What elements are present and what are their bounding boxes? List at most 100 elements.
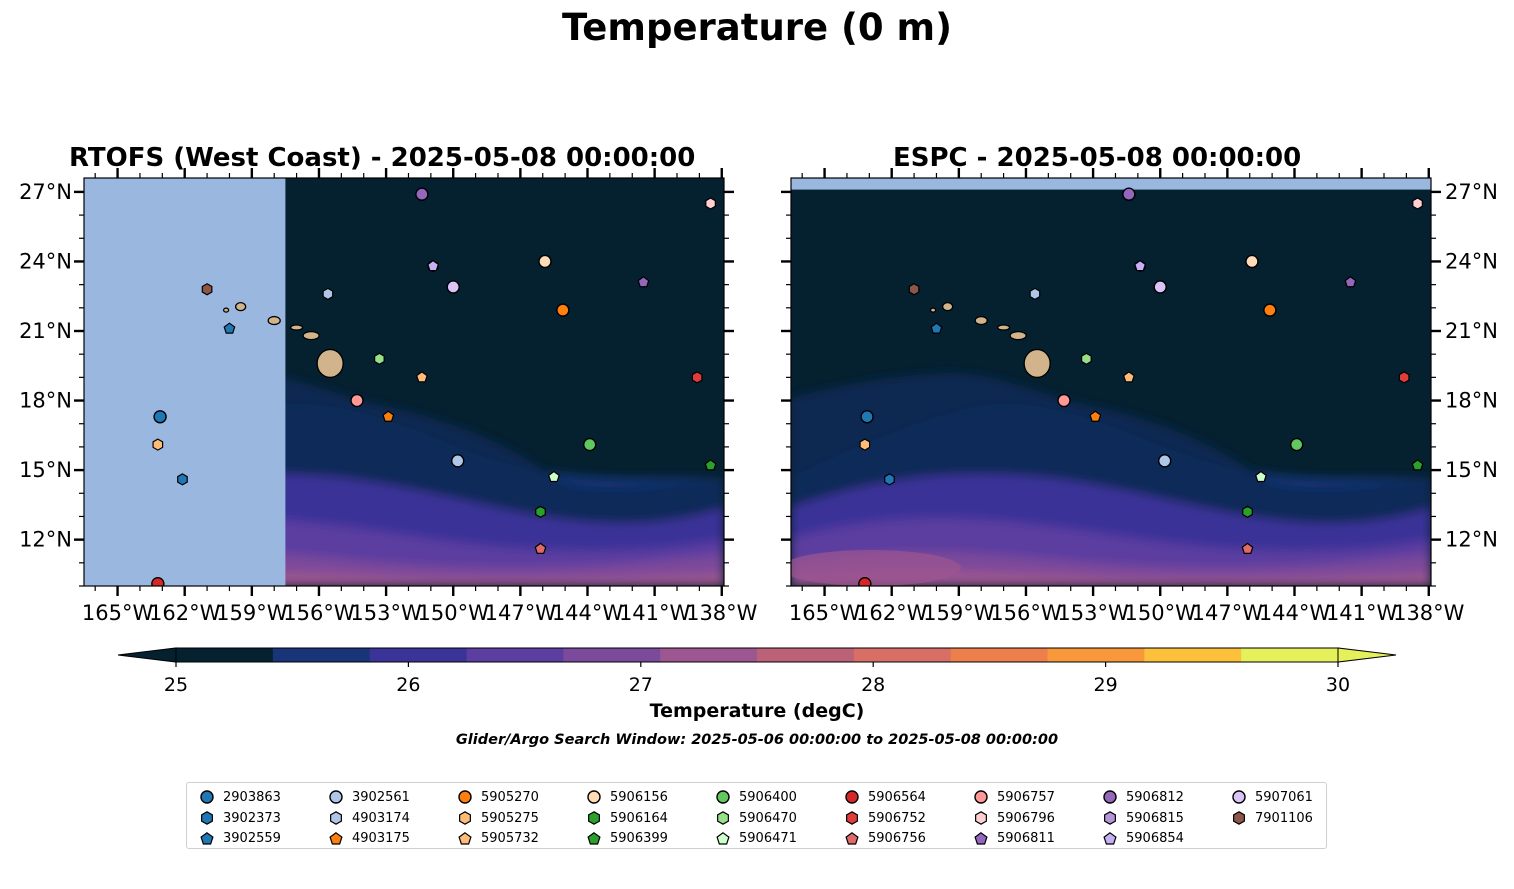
- legend-label: 5907061: [1255, 789, 1313, 805]
- legend-label: 5906815: [1126, 810, 1184, 826]
- float-marker-5906752: [691, 371, 703, 384]
- float-marker-5905275: [152, 438, 164, 451]
- float-marker-5906752: [1398, 371, 1410, 384]
- legend-entry: 5906156: [586, 787, 668, 808]
- y-tick-label: 24°N: [19, 249, 72, 273]
- figure-title: Temperature (0 m): [561, 6, 953, 49]
- colorbar-segment: [757, 648, 855, 662]
- float-marker-5906757: [1057, 393, 1071, 408]
- float-marker-5906796: [705, 197, 716, 210]
- float-marker-5906156: [538, 254, 552, 269]
- legend-label: 5905732: [481, 831, 539, 847]
- float-marker-3902559: [223, 322, 236, 334]
- hawaii-island: [1023, 348, 1051, 379]
- legend-column: 5906400 5906470 5906471: [715, 787, 797, 849]
- legend-label: 4903175: [352, 831, 410, 847]
- legend-marker-hexagon-icon: [975, 811, 987, 825]
- x-tick-label: 144°W: [1259, 601, 1331, 625]
- x-tick-label: 147°W: [1192, 601, 1264, 625]
- legend-marker-hexagon-icon: [459, 811, 471, 825]
- legend-marker-hexagon-icon: [1104, 811, 1116, 825]
- colorbar-segment: [466, 648, 564, 662]
- legend-label: 5906811: [997, 831, 1055, 847]
- float-marker-5905270: [1263, 303, 1277, 317]
- rtofs-map-panel: 165°W162°W159°W156°W153°W150°W147°W144°W…: [19, 168, 758, 625]
- float-marker-5906164: [1242, 505, 1253, 519]
- maui-island: [302, 330, 320, 341]
- kauai-island: [234, 302, 247, 312]
- legend-marker-circle-icon: [587, 790, 601, 805]
- oahu-island: [974, 315, 988, 326]
- y-tick-label: 27°N: [1445, 180, 1498, 204]
- legend-marker-circle-icon: [716, 790, 730, 805]
- x-tick-label: 153°W: [350, 601, 422, 625]
- legend-column: 3902561 4903174 4903175: [328, 787, 410, 849]
- legend-label: 5906854: [1126, 831, 1184, 847]
- legend-entry: 5906756: [844, 828, 926, 849]
- legend-entry: 7901106: [1231, 808, 1313, 829]
- legend-label: 5906756: [868, 831, 926, 847]
- legend-entry: 3902373: [199, 808, 281, 829]
- float-marker-3902559: [930, 322, 943, 334]
- legend-column: 5906757 5906796 5906811: [973, 787, 1055, 849]
- float-legend: 2903863 3902373 3902559 3902561 4903174 49031…: [186, 782, 1327, 849]
- legend-entry: 5906471: [715, 828, 797, 849]
- colorbar-tick-label: 26: [396, 674, 420, 696]
- molokai-island: [289, 324, 304, 331]
- float-marker-5906854: [427, 259, 440, 272]
- x-tick-label: 138°W: [686, 601, 758, 625]
- legend-marker-hexagon-icon: [846, 811, 858, 825]
- float-marker-5906471: [1254, 470, 1267, 483]
- legend-label: 5906399: [610, 831, 668, 847]
- legend-marker-hexagon-icon: [1233, 811, 1245, 825]
- y-tick-label: 15°N: [1445, 458, 1498, 482]
- float-marker-3902561: [451, 454, 465, 468]
- legend-column: 2903863 3902373 3902559: [199, 787, 281, 849]
- colorbar-segment: [1047, 648, 1145, 662]
- y-tick-label: 21°N: [19, 319, 72, 343]
- x-tick-label: 141°W: [1326, 601, 1398, 625]
- legend-label: 5906752: [868, 810, 926, 826]
- legend-marker-hexagon-icon: [330, 811, 342, 825]
- y-tick-label: 15°N: [19, 458, 72, 482]
- x-tick-label: 144°W: [552, 601, 624, 625]
- legend-entry: 4903175: [328, 828, 410, 849]
- legend-marker-pentagon-icon: [458, 831, 472, 845]
- legend-entry: 5906399: [586, 828, 668, 849]
- legend-label: 7901106: [1255, 810, 1313, 826]
- legend-entry: 5906164: [586, 808, 668, 829]
- colorbar-segment: [853, 648, 952, 662]
- x-tick-label: 150°W: [418, 601, 490, 625]
- y-tick-label: 21°N: [1445, 319, 1498, 343]
- legend-entry: 5906854: [1102, 828, 1184, 849]
- x-tick-label: 156°W: [283, 601, 355, 625]
- panel-title-espc: ESPC - 2025-05-08 00:00:00: [893, 143, 1302, 173]
- float-marker-5906812: [1122, 187, 1136, 201]
- float-marker-5906400: [583, 437, 597, 452]
- legend-entry: 2903863: [199, 787, 281, 808]
- legend-entry: 5905270: [457, 787, 539, 808]
- legend-marker-hexagon-icon: [717, 811, 729, 825]
- x-tick-label: 159°W: [923, 601, 995, 625]
- colorbar-segment: [950, 648, 1048, 662]
- x-tick-label: 162°W: [856, 601, 928, 625]
- float-marker-2903863: [860, 410, 874, 424]
- y-tick-label: 27°N: [19, 180, 72, 204]
- float-marker-5906756: [1241, 542, 1254, 554]
- float-marker-5905732: [1122, 371, 1135, 383]
- legend-entry: 5906815: [1102, 808, 1184, 829]
- legend-entry: 5906811: [973, 828, 1055, 849]
- float-marker-2903863: [153, 410, 167, 424]
- x-tick-label: 156°W: [990, 601, 1062, 625]
- legend-marker-hexagon-icon: [201, 811, 213, 825]
- legend-entry: 5906752: [844, 808, 926, 829]
- float-marker-5906811: [637, 276, 650, 288]
- float-marker-5906854: [1134, 259, 1147, 272]
- x-tick-label: 153°W: [1057, 601, 1129, 625]
- x-tick-label: 150°W: [1125, 601, 1197, 625]
- legend-entry: 5906757: [973, 787, 1055, 808]
- colorbar-segment: [1241, 648, 1339, 662]
- float-marker-5906756: [534, 542, 547, 554]
- legend-label: 5906796: [997, 810, 1055, 826]
